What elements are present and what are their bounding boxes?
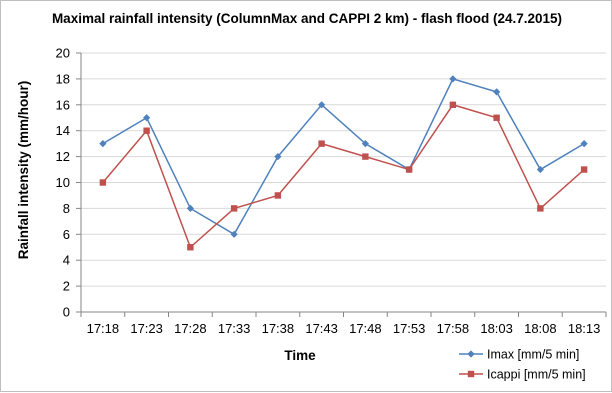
- data-point: [537, 205, 544, 212]
- y-tick-label: 16: [56, 97, 70, 112]
- y-tick-label: 2: [63, 279, 70, 294]
- series-line: [102, 103, 585, 249]
- chart-title: Maximal rainfall intensity (ColumnMax an…: [52, 11, 562, 26]
- x-axis-title: Time: [284, 348, 316, 363]
- y-tick-label: 8: [63, 201, 70, 216]
- data-point: [449, 101, 457, 108]
- x-tick-label: 18:03: [480, 321, 513, 336]
- x-tick-label: 17:53: [393, 321, 426, 336]
- series: [99, 75, 588, 251]
- data-point: [493, 114, 500, 121]
- x-tick-label: 17:38: [262, 321, 295, 336]
- y-axis-ticks: 0 2 4 6 8 10 12 14 16 18 20: [56, 46, 81, 320]
- data-point: [143, 127, 150, 134]
- data-point: [186, 204, 194, 212]
- legend: Imax [mm/5 min] Icappi [mm/5 min]: [459, 348, 586, 382]
- gridlines: [81, 52, 606, 287]
- x-tick-label: 17:48: [349, 321, 382, 336]
- legend-label: Icappi [mm/5 min]: [487, 368, 586, 382]
- x-tick-label: 18:08: [524, 321, 557, 336]
- data-point: [99, 140, 107, 148]
- y-axis-title: Rainfall intensity (mm/hour): [16, 81, 31, 260]
- legend-label: Imax [mm/5 min]: [487, 348, 579, 362]
- data-point: [361, 140, 369, 148]
- data-point: [318, 101, 326, 109]
- x-tick-label: 17:43: [305, 321, 338, 336]
- y-tick-label: 0: [63, 305, 70, 320]
- data-point: [493, 88, 501, 96]
- series-line: [102, 77, 585, 236]
- data-point: [274, 153, 282, 161]
- y-tick-label: 20: [56, 46, 70, 61]
- y-tick-label: 6: [63, 227, 70, 242]
- data-point: [405, 166, 413, 173]
- data-point: [143, 114, 151, 122]
- data-point: [187, 244, 194, 251]
- data-point: [230, 205, 238, 212]
- x-tick-label: 17:58: [437, 321, 470, 336]
- data-point: [318, 140, 325, 147]
- legend-item: Icappi [mm/5 min]: [459, 368, 586, 382]
- y-tick-label: 18: [56, 71, 70, 86]
- y-tick-label: 12: [56, 149, 70, 164]
- y-tick-label: 4: [63, 253, 70, 268]
- legend-item: Imax [mm/5 min]: [459, 348, 579, 362]
- data-point: [230, 230, 238, 238]
- data-point: [362, 153, 369, 160]
- data-point: [536, 165, 544, 174]
- legend-marker: [467, 370, 475, 378]
- series-icappi: [99, 101, 588, 251]
- y-tick-label: 14: [56, 123, 70, 138]
- data-point: [449, 75, 457, 83]
- x-tick-label: 17:23: [130, 321, 163, 336]
- data-point: [580, 166, 588, 173]
- legend-marker: [467, 350, 475, 358]
- y-tick-label: 10: [56, 175, 70, 190]
- x-tick-label: 17:18: [87, 321, 120, 336]
- data-point: [274, 192, 282, 199]
- x-tick-label: 17:33: [218, 321, 251, 336]
- data-point: [580, 140, 588, 148]
- x-tick-label: 17:28: [174, 321, 207, 336]
- data-point: [99, 179, 107, 186]
- x-tick-label: 18:13: [568, 321, 601, 336]
- x-axis-ticks: 17:18 17:23 17:28 17:33 17:38 17:43 17:48 17:53…: [80, 312, 607, 336]
